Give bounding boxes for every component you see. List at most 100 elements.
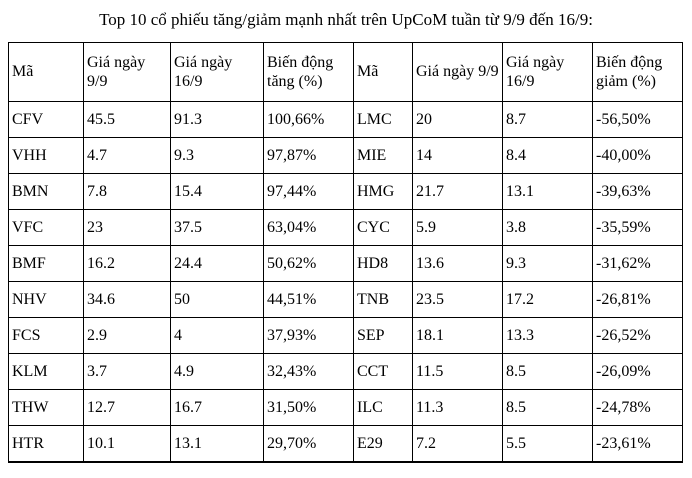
value-cell: -56,50% — [592, 101, 683, 139]
column-header: Biến động tăng (%) — [263, 42, 354, 103]
value-cell: 9.3 — [502, 245, 593, 283]
table-row: KLM 3.7 4.9 32,43% CCT 11.5 8.5 -26,09% — [8, 353, 683, 391]
value-cell: 2.9 — [83, 317, 171, 355]
value-cell: 44,51% — [263, 281, 354, 319]
value-cell: 8.5 — [502, 389, 593, 427]
value-cell: -39,63% — [592, 173, 683, 211]
value-cell: 32,43% — [263, 353, 354, 391]
value-cell: 4.9 — [170, 353, 264, 391]
ticker-cell: HTR — [8, 425, 84, 463]
column-header: Giá ngày 9/9 — [412, 42, 503, 103]
table-row: VFC 23 37.5 63,04% CYC 5.9 3.8 -35,59% — [8, 209, 683, 247]
column-header: Giá ngày 16/9 — [502, 42, 593, 103]
column-header: Mã — [353, 42, 413, 103]
value-cell: 8.5 — [502, 353, 593, 391]
value-cell: -40,00% — [592, 137, 683, 175]
value-cell: 14 — [412, 137, 503, 175]
table-row: HTR 10.1 13.1 29,70% E29 7.2 5.5 -23,61% — [8, 425, 683, 463]
value-cell: -26,09% — [592, 353, 683, 391]
value-cell: 16.7 — [170, 389, 264, 427]
value-cell: 29,70% — [263, 425, 354, 463]
value-cell: 3.8 — [502, 209, 593, 247]
value-cell: 5.9 — [412, 209, 503, 247]
column-header: Giá ngày 9/9 — [83, 42, 171, 103]
value-cell: -26,81% — [592, 281, 683, 319]
value-cell: 37,93% — [263, 317, 354, 355]
table-row: FCS 2.9 4 37,93% SEP 18.1 13.3 -26,52% — [8, 317, 683, 355]
value-cell: 11.5 — [412, 353, 503, 391]
value-cell: 23 — [83, 209, 171, 247]
page-title: Top 10 cổ phiếu tăng/giảm mạnh nhất trên… — [99, 10, 593, 29]
table-body: CFV 45.5 91.3 100,66% LMC 20 8.7 -56,50% VHH 4.7 9… — [8, 101, 683, 463]
table-row: BMF 16.2 24.4 50,62% HD8 13.6 9.3 -31,62% — [8, 245, 683, 283]
ticker-cell: CCT — [353, 353, 413, 391]
value-cell: -31,62% — [592, 245, 683, 283]
value-cell: 13.6 — [412, 245, 503, 283]
value-cell: -35,59% — [592, 209, 683, 247]
value-cell: 13.1 — [502, 173, 593, 211]
value-cell: 12.7 — [83, 389, 171, 427]
value-cell: 5.5 — [502, 425, 593, 463]
ticker-cell: VHH — [8, 137, 84, 175]
ticker-cell: ILC — [353, 389, 413, 427]
value-cell: 91.3 — [170, 101, 264, 139]
table-row: BMN 7.8 15.4 97,44% HMG 21.7 13.1 -39,63% — [8, 173, 683, 211]
value-cell: 97,87% — [263, 137, 354, 175]
ticker-cell: VFC — [8, 209, 84, 247]
ticker-cell: NHV — [8, 281, 84, 319]
stock-table: Mã Giá ngày 9/9 Giá ngày 16/9 Biến động tăn… — [8, 42, 683, 463]
value-cell: 24.4 — [170, 245, 264, 283]
ticker-cell: E29 — [353, 425, 413, 463]
ticker-cell: CFV — [8, 101, 84, 139]
value-cell: 45.5 — [83, 101, 171, 139]
column-header: Biến động giảm (%) — [592, 42, 683, 103]
table-header-row: Mã Giá ngày 9/9 Giá ngày 16/9 Biến động tăn… — [8, 42, 683, 103]
value-cell: -24,78% — [592, 389, 683, 427]
value-cell: 7.8 — [83, 173, 171, 211]
value-cell: 37.5 — [170, 209, 264, 247]
ticker-cell: BMN — [8, 173, 84, 211]
value-cell: -23,61% — [592, 425, 683, 463]
value-cell: 15.4 — [170, 173, 264, 211]
table-row: CFV 45.5 91.3 100,66% LMC 20 8.7 -56,50% — [8, 101, 683, 139]
value-cell: 13.3 — [502, 317, 593, 355]
value-cell: 11.3 — [412, 389, 503, 427]
value-cell: 21.7 — [412, 173, 503, 211]
value-cell: 23.5 — [412, 281, 503, 319]
ticker-cell: BMF — [8, 245, 84, 283]
value-cell: 50,62% — [263, 245, 354, 283]
value-cell: 3.7 — [83, 353, 171, 391]
ticker-cell: MIE — [353, 137, 413, 175]
value-cell: 18.1 — [412, 317, 503, 355]
table-row: NHV 34.6 50 44,51% TNB 23.5 17.2 -26,81% — [8, 281, 683, 319]
ticker-cell: KLM — [8, 353, 84, 391]
value-cell: 20 — [412, 101, 503, 139]
value-cell: 4.7 — [83, 137, 171, 175]
ticker-cell: HMG — [353, 173, 413, 211]
ticker-cell: THW — [8, 389, 84, 427]
table-row: VHH 4.7 9.3 97,87% MIE 14 8.4 -40,00% — [8, 137, 683, 175]
value-cell: 10.1 — [83, 425, 171, 463]
value-cell: 63,04% — [263, 209, 354, 247]
ticker-cell: TNB — [353, 281, 413, 319]
table-row: THW 12.7 16.7 31,50% ILC 11.3 8.5 -24,78% — [8, 389, 683, 427]
ticker-cell: FCS — [8, 317, 84, 355]
value-cell: 100,66% — [263, 101, 354, 139]
value-cell: 7.2 — [412, 425, 503, 463]
ticker-cell: CYC — [353, 209, 413, 247]
value-cell: 31,50% — [263, 389, 354, 427]
value-cell: 8.4 — [502, 137, 593, 175]
value-cell: 50 — [170, 281, 264, 319]
ticker-cell: HD8 — [353, 245, 413, 283]
column-header: Giá ngày 16/9 — [170, 42, 264, 103]
value-cell: 13.1 — [170, 425, 264, 463]
column-header: Mã — [8, 42, 84, 103]
value-cell: 16.2 — [83, 245, 171, 283]
value-cell: 17.2 — [502, 281, 593, 319]
value-cell: 34.6 — [83, 281, 171, 319]
value-cell: 97,44% — [263, 173, 354, 211]
value-cell: 8.7 — [502, 101, 593, 139]
value-cell: 4 — [170, 317, 264, 355]
value-cell: -26,52% — [592, 317, 683, 355]
